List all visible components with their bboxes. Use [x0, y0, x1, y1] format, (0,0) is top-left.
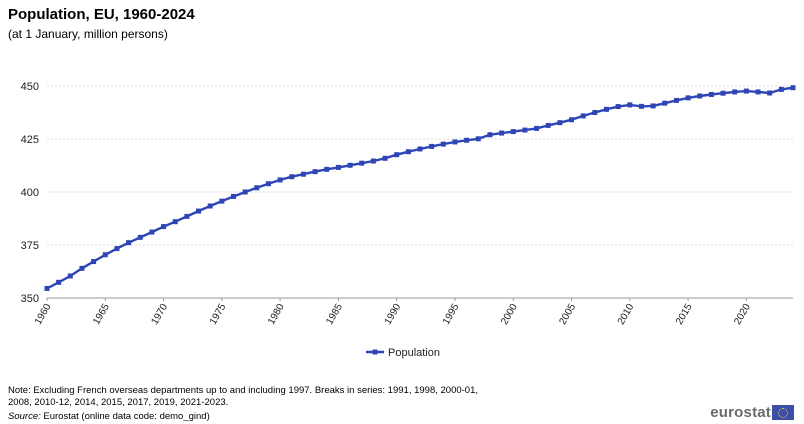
x-tick-label: 1960: [33, 302, 54, 327]
x-tick-label: 1985: [324, 302, 345, 327]
data-point: [720, 90, 726, 96]
data-point: [382, 155, 388, 161]
chart-subtitle: (at 1 January, million persons): [8, 27, 168, 41]
x-tick-label: 1975: [208, 302, 229, 327]
data-point: [137, 234, 143, 240]
data-point: [685, 95, 691, 101]
data-point: [697, 93, 703, 99]
x-tick-label: 1995: [441, 302, 462, 327]
chart-title: Population, EU, 1960-2024: [8, 6, 195, 23]
data-point: [219, 198, 225, 204]
data-point: [522, 127, 528, 133]
data-point: [755, 89, 761, 95]
data-point: [79, 265, 85, 271]
data-point: [254, 185, 260, 191]
data-point: [207, 203, 213, 209]
data-point: [196, 208, 202, 214]
data-point: [289, 174, 295, 180]
data-point: [673, 97, 679, 103]
data-point: [627, 102, 633, 108]
data-point: [429, 143, 435, 149]
data-point: [604, 106, 609, 112]
data-point: [499, 130, 505, 136]
data-point: [767, 90, 773, 96]
x-tick-label: 1990: [383, 302, 404, 327]
data-point: [324, 166, 330, 172]
data-point: [417, 146, 423, 152]
data-point: [638, 103, 644, 109]
data-point: [91, 259, 97, 265]
data-point: [149, 229, 155, 235]
data-point: [67, 273, 73, 279]
data-point: [161, 224, 167, 230]
data-point: [650, 103, 656, 109]
data-point: [126, 240, 132, 246]
data-point: [487, 132, 493, 138]
eurostat-logo: eurostat: [710, 404, 794, 421]
chart-note: Note: Excluding French overseas departme…: [8, 385, 648, 409]
data-point: [394, 152, 400, 158]
data-point: [708, 91, 714, 97]
data-point: [277, 177, 283, 183]
data-point: [335, 164, 341, 170]
data-point: [732, 89, 738, 95]
data-point: [370, 158, 376, 164]
data-point: [114, 246, 120, 252]
note-line-2: 2008, 2010-12, 2014, 2015, 2017, 2019, 2…: [8, 397, 229, 408]
legend-marker: [372, 349, 378, 355]
data-point: [312, 169, 318, 175]
data-point: [102, 252, 108, 258]
eu-flag-icon: [772, 405, 794, 420]
x-tick-label: 2005: [557, 302, 578, 327]
data-point: [440, 141, 446, 147]
data-point: [790, 85, 796, 91]
data-point: [743, 88, 749, 94]
x-tick-label: 2015: [674, 302, 695, 327]
series-line: [46, 86, 794, 290]
data-point: [557, 120, 563, 126]
data-point: [184, 213, 190, 219]
data-point: [231, 193, 236, 199]
legend-label: Population: [388, 347, 440, 359]
data-point: [242, 189, 248, 195]
note-line-1: Note: Excluding French overseas departme…: [8, 385, 479, 396]
data-point: [592, 110, 598, 115]
data-point: [569, 117, 575, 123]
x-tick-label: 1970: [150, 302, 171, 327]
data-point: [534, 125, 540, 131]
data-point: [172, 219, 178, 225]
logo-text: eurostat: [710, 404, 771, 421]
x-tick-label: 2020: [732, 302, 753, 327]
x-tick-label: 1965: [91, 302, 112, 327]
data-point: [359, 160, 365, 166]
source-label: Source:: [8, 411, 41, 422]
source-text: Eurostat (online data code: demo_gind): [40, 411, 210, 422]
data-point: [452, 139, 458, 145]
data-point: [545, 122, 551, 128]
data-point: [56, 279, 62, 285]
y-tick-label: 350: [21, 293, 39, 305]
data-point: [662, 100, 668, 106]
x-tick-label: 1980: [266, 302, 287, 327]
y-tick-label: 450: [21, 81, 39, 93]
data-point: [475, 136, 481, 142]
x-tick-label: 2000: [499, 302, 520, 327]
data-point: [510, 129, 516, 135]
data-point: [615, 104, 621, 110]
data-point: [265, 181, 271, 187]
chart-source: Source: Eurostat (online data code: demo…: [8, 411, 210, 422]
data-point: [347, 162, 353, 168]
data-point: [300, 171, 306, 177]
data-point: [464, 137, 470, 143]
y-tick-label: 425: [21, 134, 39, 146]
y-tick-label: 375: [21, 240, 39, 252]
population-line-chart: 350 375 400 425 450 1960 1965 1970 1975 1980 1985 1…: [21, 81, 796, 359]
y-tick-label: 400: [21, 187, 39, 199]
data-point: [405, 149, 411, 155]
data-point: [44, 285, 50, 291]
x-tick-label: 2010: [616, 302, 637, 327]
data-point: [580, 113, 586, 119]
data-point: [778, 86, 784, 92]
